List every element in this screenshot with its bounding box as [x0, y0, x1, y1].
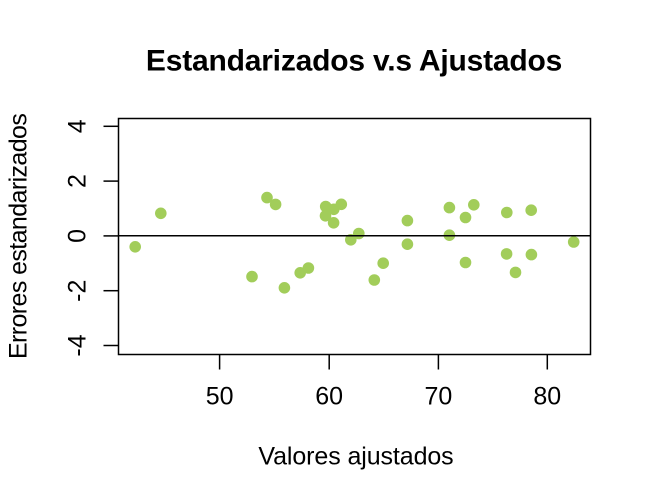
svg-text:Estandarizados v.s Ajustados: Estandarizados v.s Ajustados: [146, 45, 562, 78]
svg-text:-4: -4: [63, 334, 91, 356]
svg-text:0: 0: [63, 229, 91, 243]
svg-text:-2: -2: [63, 280, 91, 302]
svg-text:Errores estandarizados: Errores estandarizados: [5, 114, 33, 359]
svg-text:70: 70: [424, 383, 452, 411]
svg-text:2: 2: [63, 174, 91, 188]
svg-text:80: 80: [533, 383, 561, 411]
svg-text:60: 60: [315, 383, 343, 411]
svg-text:Valores ajustados: Valores ajustados: [258, 442, 453, 470]
svg-text:50: 50: [206, 383, 234, 411]
svg-text:4: 4: [63, 119, 91, 133]
